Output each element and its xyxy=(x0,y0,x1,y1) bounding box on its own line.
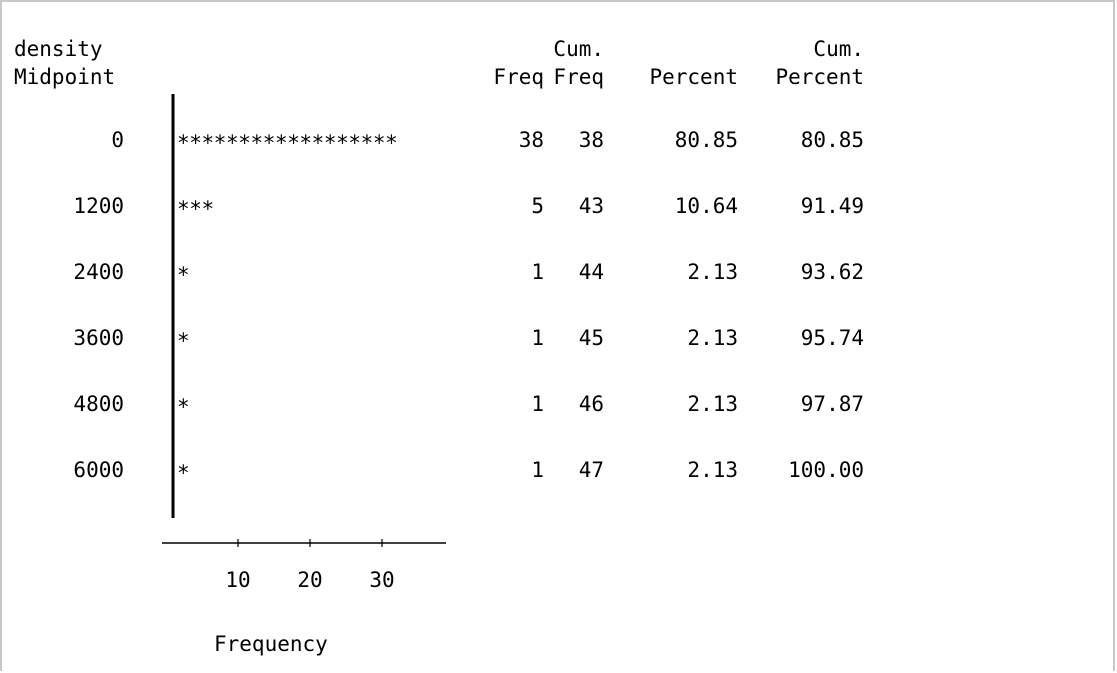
x-tick-label: 30 xyxy=(369,568,395,592)
row-percent: 2.13 xyxy=(687,326,738,350)
row-percent: 2.13 xyxy=(687,392,738,416)
row-cum-percent: 91.49 xyxy=(800,194,864,218)
row-midpoint: 1200 xyxy=(73,194,124,218)
row-cum-percent: 100.00 xyxy=(788,458,864,482)
percent-header: Percent xyxy=(649,65,738,89)
row-freq: 1 xyxy=(531,392,544,416)
row-cum-percent: 80.85 xyxy=(800,128,864,152)
row-midpoint: 4800 xyxy=(73,392,124,416)
row-freq: 38 xyxy=(518,128,544,152)
row-cum-percent: 93.62 xyxy=(800,260,864,284)
row-midpoint: 2400 xyxy=(73,260,124,284)
row-percent: 2.13 xyxy=(687,260,738,284)
row-cum-percent: 95.74 xyxy=(800,326,864,350)
row-freq: 1 xyxy=(531,326,544,350)
cum-header-top-2: Cum. xyxy=(813,37,864,61)
row-bar: * xyxy=(177,329,190,353)
cum-freq-header: Freq xyxy=(553,65,604,89)
cum-percent-header: Percent xyxy=(775,65,864,89)
x-axis-label: Frequency xyxy=(214,632,328,656)
row-percent: 2.13 xyxy=(687,458,738,482)
row-bar: ****************** xyxy=(177,131,398,155)
tick-marks xyxy=(237,539,383,547)
row-bar: * xyxy=(177,395,190,419)
row-freq: 1 xyxy=(531,260,544,284)
row-midpoint: 3600 xyxy=(73,326,124,350)
row-cum-percent: 97.87 xyxy=(800,392,864,416)
row-percent: 80.85 xyxy=(674,128,738,152)
midpoint-label: Midpoint xyxy=(14,65,116,89)
row-bar: * xyxy=(177,263,190,287)
variable-label: density xyxy=(14,37,103,61)
cum-header-top-1: Cum. xyxy=(553,37,604,61)
x-tick-label: 10 xyxy=(225,568,251,592)
row-bar: * xyxy=(177,461,190,485)
row-cum-freq: 38 xyxy=(578,128,604,152)
row-cum-freq: 46 xyxy=(578,392,604,416)
row-cum-freq: 43 xyxy=(578,194,604,218)
freq-header: Freq xyxy=(493,65,544,89)
x-tick-label: 20 xyxy=(297,568,323,592)
row-cum-freq: 44 xyxy=(578,260,604,284)
row-bar: *** xyxy=(177,197,214,221)
row-percent: 10.64 xyxy=(674,194,738,218)
row-cum-freq: 45 xyxy=(578,326,604,350)
row-freq: 5 xyxy=(531,194,544,218)
row-cum-freq: 47 xyxy=(578,458,604,482)
row-freq: 1 xyxy=(531,458,544,482)
row-midpoint: 0 xyxy=(111,128,124,152)
row-midpoint: 6000 xyxy=(73,458,124,482)
